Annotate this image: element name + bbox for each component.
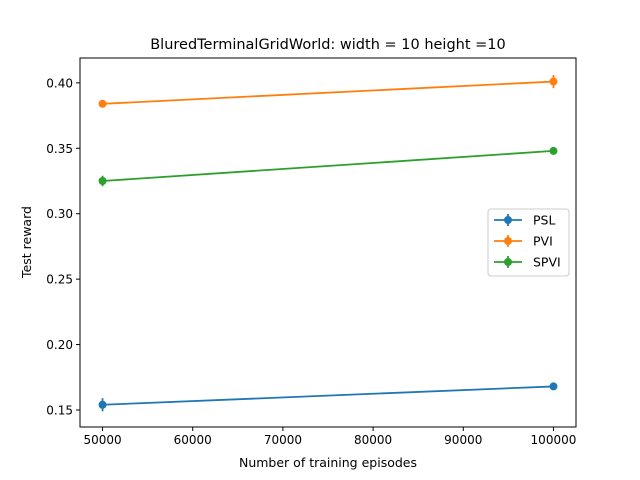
data-point [549, 382, 558, 391]
series-pvi [98, 75, 558, 108]
x-axis-label: Number of training episodes [239, 455, 417, 470]
y-tick-label: 0.15 [46, 403, 73, 417]
data-point [98, 400, 107, 409]
series-layer [98, 75, 558, 412]
series-line [102, 385, 554, 406]
legend-marker [504, 258, 512, 266]
y-tick-label: 0.40 [46, 76, 73, 90]
legend-label: PSL [533, 213, 555, 228]
x-tick-label: 90000 [444, 433, 482, 447]
data-point [549, 77, 558, 86]
legend: PSL PVI SPVI [487, 208, 570, 277]
legend-label: SPVI [533, 255, 561, 270]
x-tick-label: 60000 [174, 433, 212, 447]
series-spvi [98, 146, 558, 187]
y-tick-label: 0.25 [46, 273, 73, 287]
y-axis-label: Test reward [19, 206, 34, 279]
x-tick-label: 80000 [354, 433, 392, 447]
x-tick-label: 50000 [83, 433, 121, 447]
legend-marker [504, 216, 512, 224]
y-tick-label: 0.20 [46, 338, 73, 352]
series-line [102, 150, 554, 182]
y-tick-label: 0.30 [46, 207, 73, 221]
chart-title: BluredTerminalGridWorld: width = 10 heig… [150, 37, 506, 53]
legend-label: PVI [533, 234, 553, 249]
legend-item-psl: PSL [494, 213, 555, 228]
legend-marker [504, 237, 512, 245]
data-point [98, 177, 107, 185]
data-point [98, 99, 107, 108]
x-tick-label: 70000 [264, 433, 302, 447]
legend-item-pvi: PVI [494, 234, 553, 249]
y-tick-label: 0.35 [46, 142, 73, 156]
data-point [549, 146, 558, 155]
series-psl [98, 382, 558, 412]
x-axis-ticks: 50000 60000 70000 80000 90000 100000 [83, 427, 576, 447]
legend-item-spvi: SPVI [494, 255, 561, 270]
x-tick-label: 100000 [531, 433, 577, 447]
series-line [102, 80, 554, 105]
plot-area-frame [79, 57, 577, 428]
y-axis-ticks: 0.15 0.20 0.25 0.30 0.35 0.40 [46, 76, 80, 417]
